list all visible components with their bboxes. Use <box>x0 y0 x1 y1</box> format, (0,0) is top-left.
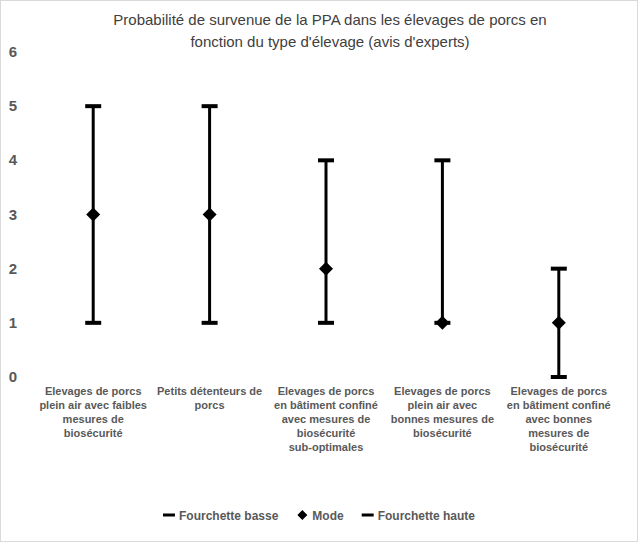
y-tick-label: 4 <box>9 151 18 168</box>
y-tick-label: 3 <box>9 206 17 223</box>
mode-marker <box>552 316 566 330</box>
range-cap <box>202 321 218 325</box>
range-cap <box>318 321 334 325</box>
mode-marker <box>435 316 449 330</box>
y-tick-label: 5 <box>9 97 17 114</box>
y-tick-label: 2 <box>9 260 17 277</box>
x-tick-label: Elevages de porcsplein air avecbonnes me… <box>391 385 494 439</box>
range-cap <box>434 158 450 162</box>
range-cap <box>318 158 334 162</box>
chart: Probabilité de survenue de la PPA dans l… <box>0 0 638 542</box>
chart-title: Probabilité de survenue de la PPA dans l… <box>113 11 546 50</box>
legend-label: Mode <box>312 509 344 523</box>
y-tick-label: 6 <box>9 43 17 60</box>
mode-marker <box>203 208 217 222</box>
range-cap <box>551 267 567 271</box>
x-tick-label: Elevages de porcsen bâtiment confinéavec… <box>507 385 611 453</box>
mode-marker <box>86 208 100 222</box>
x-tick-label: Elevages de porcsen bâtiment confinéavec… <box>274 385 378 453</box>
chart-border <box>1 1 638 542</box>
range-cap <box>551 375 567 379</box>
plot-marks <box>85 106 567 377</box>
range-line <box>441 160 444 323</box>
legend-symbol <box>163 514 175 517</box>
legend-symbol <box>297 510 307 520</box>
range-cap <box>85 321 101 325</box>
range-cap <box>85 104 101 108</box>
legend-symbol <box>362 514 374 517</box>
legend-label: Fourchette haute <box>378 509 476 523</box>
range-cap <box>202 104 218 108</box>
legend-label: Fourchette basse <box>179 509 279 523</box>
mode-marker <box>319 262 333 276</box>
range-line <box>325 160 328 323</box>
y-tick-label: 1 <box>9 314 17 331</box>
y-tick-label: 0 <box>9 368 17 385</box>
x-tick-label: Petits détenteurs deporcs <box>157 385 262 411</box>
x-tick-label: Elevages de porcsplein air avec faiblesm… <box>39 385 147 439</box>
